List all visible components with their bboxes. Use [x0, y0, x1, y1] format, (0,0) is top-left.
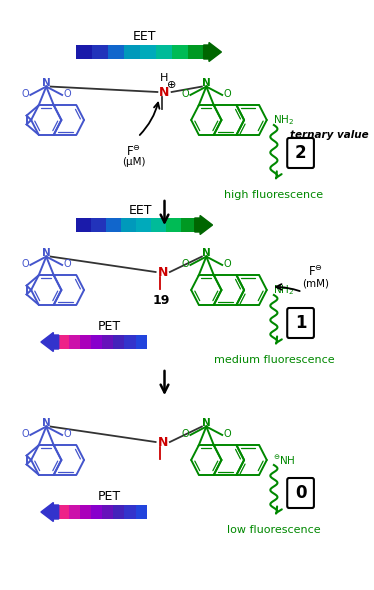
FancyArrow shape [41, 333, 59, 352]
Text: PET: PET [98, 490, 121, 503]
FancyArrow shape [203, 42, 221, 61]
Text: O: O [224, 89, 232, 99]
Text: N: N [159, 86, 170, 99]
Text: 2: 2 [295, 144, 306, 162]
Bar [125, 335, 136, 349]
Bar [151, 218, 166, 232]
Bar [102, 335, 113, 349]
Text: O: O [21, 89, 29, 99]
Text: H: H [160, 73, 169, 83]
Text: N: N [202, 77, 211, 87]
Text: NH$_2$: NH$_2$ [273, 113, 294, 127]
Text: medium fluorescence: medium fluorescence [214, 355, 334, 365]
Text: $^{\ominus}$NH: $^{\ominus}$NH [273, 454, 295, 467]
Bar [91, 335, 102, 349]
Text: high fluorescence: high fluorescence [224, 190, 324, 200]
Text: N: N [157, 266, 168, 278]
Text: EET: EET [128, 204, 152, 217]
Bar [76, 218, 91, 232]
FancyArrow shape [195, 215, 212, 234]
Bar [91, 505, 102, 519]
Bar [181, 218, 196, 232]
Bar [113, 505, 125, 519]
Text: O: O [64, 429, 71, 439]
Bar [91, 218, 105, 232]
Text: ternary value: ternary value [290, 130, 368, 140]
Text: O: O [224, 259, 232, 269]
Text: O: O [21, 429, 29, 439]
Bar [69, 335, 80, 349]
Bar [105, 218, 120, 232]
Bar [120, 218, 136, 232]
Text: O: O [21, 259, 29, 269]
Bar [188, 45, 205, 59]
Bar [140, 45, 156, 59]
Text: N: N [157, 435, 168, 448]
Text: PET: PET [98, 320, 121, 333]
FancyArrow shape [41, 503, 59, 522]
Text: F$^{\ominus}$: F$^{\ominus}$ [308, 265, 323, 279]
FancyBboxPatch shape [287, 138, 314, 168]
Bar [108, 45, 124, 59]
Bar [69, 505, 80, 519]
Text: O: O [64, 259, 71, 269]
Bar [124, 45, 140, 59]
Text: 1: 1 [295, 314, 306, 332]
Text: NH$_2$: NH$_2$ [273, 283, 294, 297]
Text: N: N [42, 77, 50, 87]
Text: N: N [202, 418, 211, 428]
Text: O: O [181, 259, 189, 269]
Bar [80, 505, 91, 519]
Bar [58, 335, 69, 349]
Bar [76, 45, 92, 59]
Text: (mM): (mM) [302, 278, 329, 288]
Bar [136, 335, 147, 349]
Bar [156, 45, 172, 59]
Text: O: O [224, 429, 232, 439]
Bar [172, 45, 188, 59]
Text: N: N [202, 248, 211, 258]
Text: O: O [64, 89, 71, 99]
FancyBboxPatch shape [287, 478, 314, 508]
Text: EET: EET [133, 31, 156, 44]
Bar [58, 505, 69, 519]
Bar [92, 45, 108, 59]
Bar [102, 505, 113, 519]
Bar [113, 335, 125, 349]
Text: 0: 0 [295, 484, 306, 502]
Text: 19: 19 [152, 293, 170, 306]
Text: ⊕: ⊕ [167, 80, 176, 90]
Bar [125, 505, 136, 519]
Bar [136, 218, 151, 232]
Text: F$^{\ominus}$: F$^{\ominus}$ [126, 144, 141, 159]
Text: O: O [181, 429, 189, 439]
Text: N: N [42, 418, 50, 428]
Bar [136, 505, 147, 519]
Text: (μM): (μM) [122, 157, 145, 167]
Bar [80, 335, 91, 349]
Text: N: N [42, 248, 50, 258]
Text: O: O [181, 89, 189, 99]
Bar [166, 218, 181, 232]
Text: low fluorescence: low fluorescence [227, 525, 321, 535]
FancyBboxPatch shape [287, 308, 314, 338]
